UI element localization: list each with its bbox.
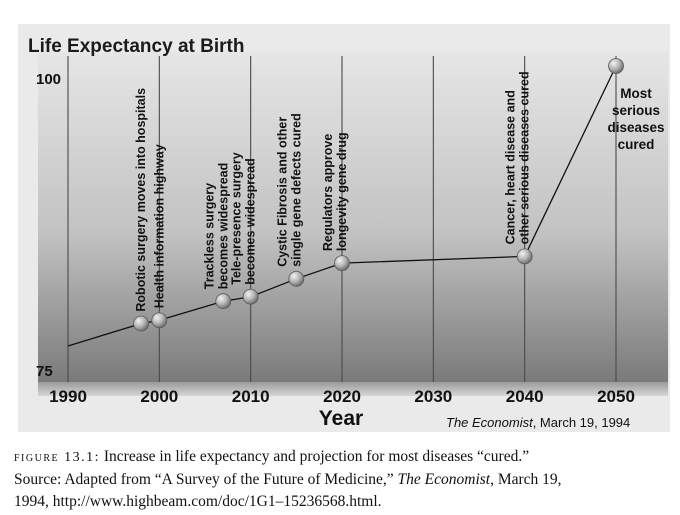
source-publication: The Economist [446, 415, 534, 430]
milestone-label: Cancer, heart disease and [504, 90, 518, 244]
milestone-label: Regulators approve [321, 134, 335, 251]
milestone-label: cured [618, 137, 655, 152]
x-tick-label: 2010 [232, 387, 270, 406]
milestone-marker [242, 288, 259, 305]
milestone-label: becomes widespread [216, 163, 230, 289]
milestone-marker [608, 58, 624, 74]
x-axis-label: Year [319, 407, 363, 430]
x-tick-label: 2020 [323, 387, 361, 406]
x-tick-label: 2040 [506, 387, 544, 406]
milestone-marker [516, 248, 533, 265]
milestone-label: single gene defects cured [289, 113, 303, 267]
y-tick-label: 75 [36, 363, 53, 380]
source-date: , March 19, 1994 [533, 415, 631, 430]
y-tick-label: 100 [36, 71, 61, 88]
caption-line-1: Increase in life expectancy and projecti… [103, 448, 530, 465]
milestone-label: becomes widespread [244, 158, 258, 284]
caption-line-2a: Source: Adapted from “A Survey of the Fu… [14, 471, 398, 488]
milestone-label: serious [612, 103, 660, 118]
x-tick-label: 2050 [597, 387, 635, 406]
x-tick-label: 2000 [140, 387, 178, 406]
figure-label: figure 13.1: [14, 450, 101, 465]
life-expectancy-chart: Robotic surgery moves into hospitals Heal… [18, 24, 670, 432]
milestone-marker [215, 293, 232, 310]
milestone-label: Robotic surgery moves into hospitals [134, 88, 148, 312]
milestone-label: Cystic Fibrosis and other [275, 117, 289, 267]
milestone-label: longevity gene drug [335, 132, 349, 251]
milestone-label: Health information highway [152, 144, 166, 308]
plot-background [38, 52, 668, 382]
milestone-label: Trackless surgery [202, 183, 216, 289]
milestone-marker [151, 312, 168, 329]
milestone-marker [133, 315, 149, 332]
x-tick-label: 2030 [414, 387, 452, 406]
milestone-marker [334, 255, 350, 272]
caption-line-2-italic: The Economist [397, 471, 491, 488]
caption-line-2b: , March 19, [490, 471, 562, 488]
caption-line-3: 1994, http://www.highbeam.com/doc/1G1–15… [14, 493, 382, 510]
source-note: The Economist, March 19, 1994 [446, 415, 630, 430]
milestone-label: other serious diseases cured [518, 71, 532, 244]
chart-title: Life Expectancy at Birth [28, 36, 244, 57]
plot-floor [38, 382, 668, 396]
x-tick-label: 1990 [49, 387, 87, 406]
milestone-label: diseases [607, 120, 664, 135]
figure-caption: figure 13.1: Increase in life expectancy… [14, 446, 674, 513]
milestone-marker [288, 270, 305, 287]
milestone-label: Tele-presence surgery [230, 152, 244, 285]
milestone-label: Most [620, 86, 652, 101]
